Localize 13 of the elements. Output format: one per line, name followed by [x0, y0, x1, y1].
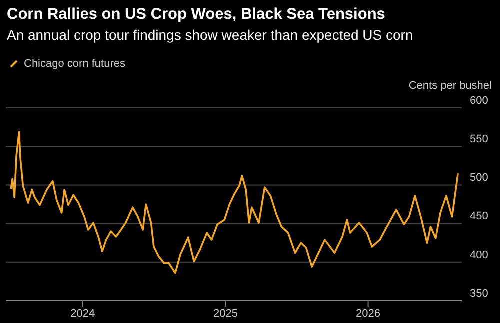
y-tick-label: 600 [470, 94, 488, 107]
x-tick-label: 2026 [356, 308, 381, 320]
chart-title: Corn Rallies on US Crop Woes, Black Sea Tensions [7, 6, 386, 24]
x-tick-label: 2025 [214, 308, 238, 320]
y-tick-label: 400 [470, 249, 488, 262]
y-tick-label: 500 [470, 172, 488, 184]
chart-subtitle: An annual crop tour findings show weaker than expected US corn [7, 27, 414, 43]
y-axis-title: Cents per bushel [408, 80, 492, 92]
y-tick-label: 450 [470, 210, 488, 223]
y-tick-label: 550 [470, 134, 488, 146]
y-tick-label: 350 [470, 288, 488, 300]
x-tick-label: 2024 [70, 308, 96, 320]
legend-label: Chicago corn futures [24, 58, 126, 70]
